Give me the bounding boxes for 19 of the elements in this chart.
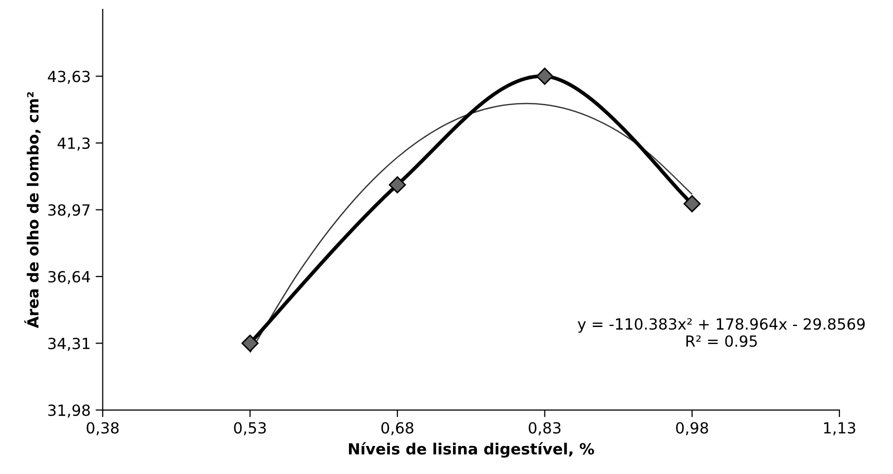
x-tick-label: 0,68 [381, 422, 414, 436]
point [536, 68, 554, 85]
x-tick-label: 0,83 [528, 422, 561, 436]
x-tick-label: 0,53 [234, 422, 266, 436]
y-tick-label: 38,97 [48, 204, 90, 218]
y-tick-label: 41,3 [58, 137, 90, 151]
x-axis-title: Níveis de lisina digestível, % [348, 442, 594, 458]
y-tick-label: 31,98 [48, 404, 90, 418]
y-tick-label: 43,63 [48, 70, 90, 84]
annotation: y = -110.383x² + 178.964x - 29.8569 R² = 0.95 [578, 318, 865, 347]
point [388, 176, 406, 194]
x-tick-label: 0,38 [86, 422, 119, 436]
point [241, 334, 259, 352]
y-tick-label: 36,64 [48, 270, 90, 284]
x-tick-label: 1,13 [824, 422, 856, 436]
y-tick-label: 34,31 [48, 338, 90, 351]
y-axis-title: Área de olho de lombo, cm² [24, 92, 41, 328]
x-tick-label: 0,98 [676, 422, 708, 436]
point [684, 195, 701, 212]
